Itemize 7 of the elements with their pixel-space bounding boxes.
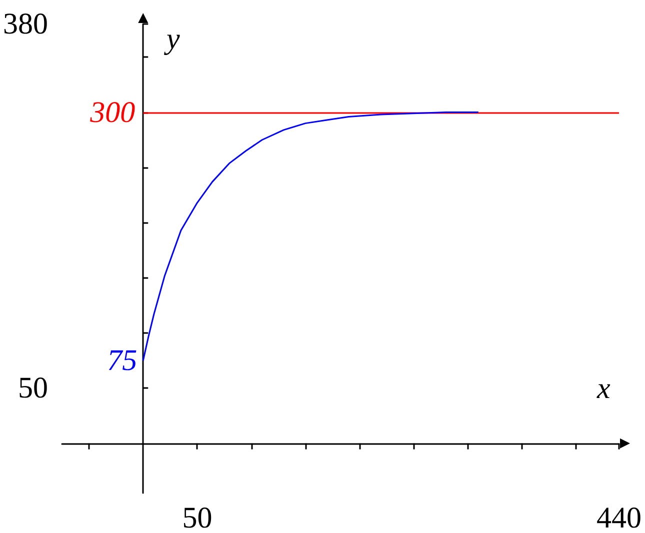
y-tick-label: 380 [3,8,48,40]
x-axis-title: x [596,372,611,405]
x-tick-label: 440 [596,502,642,533]
y-axis-title: y [163,22,180,56]
annotation: 75 [107,344,138,378]
ref-line-label: 300 [89,96,136,129]
line-series [142,112,480,362]
